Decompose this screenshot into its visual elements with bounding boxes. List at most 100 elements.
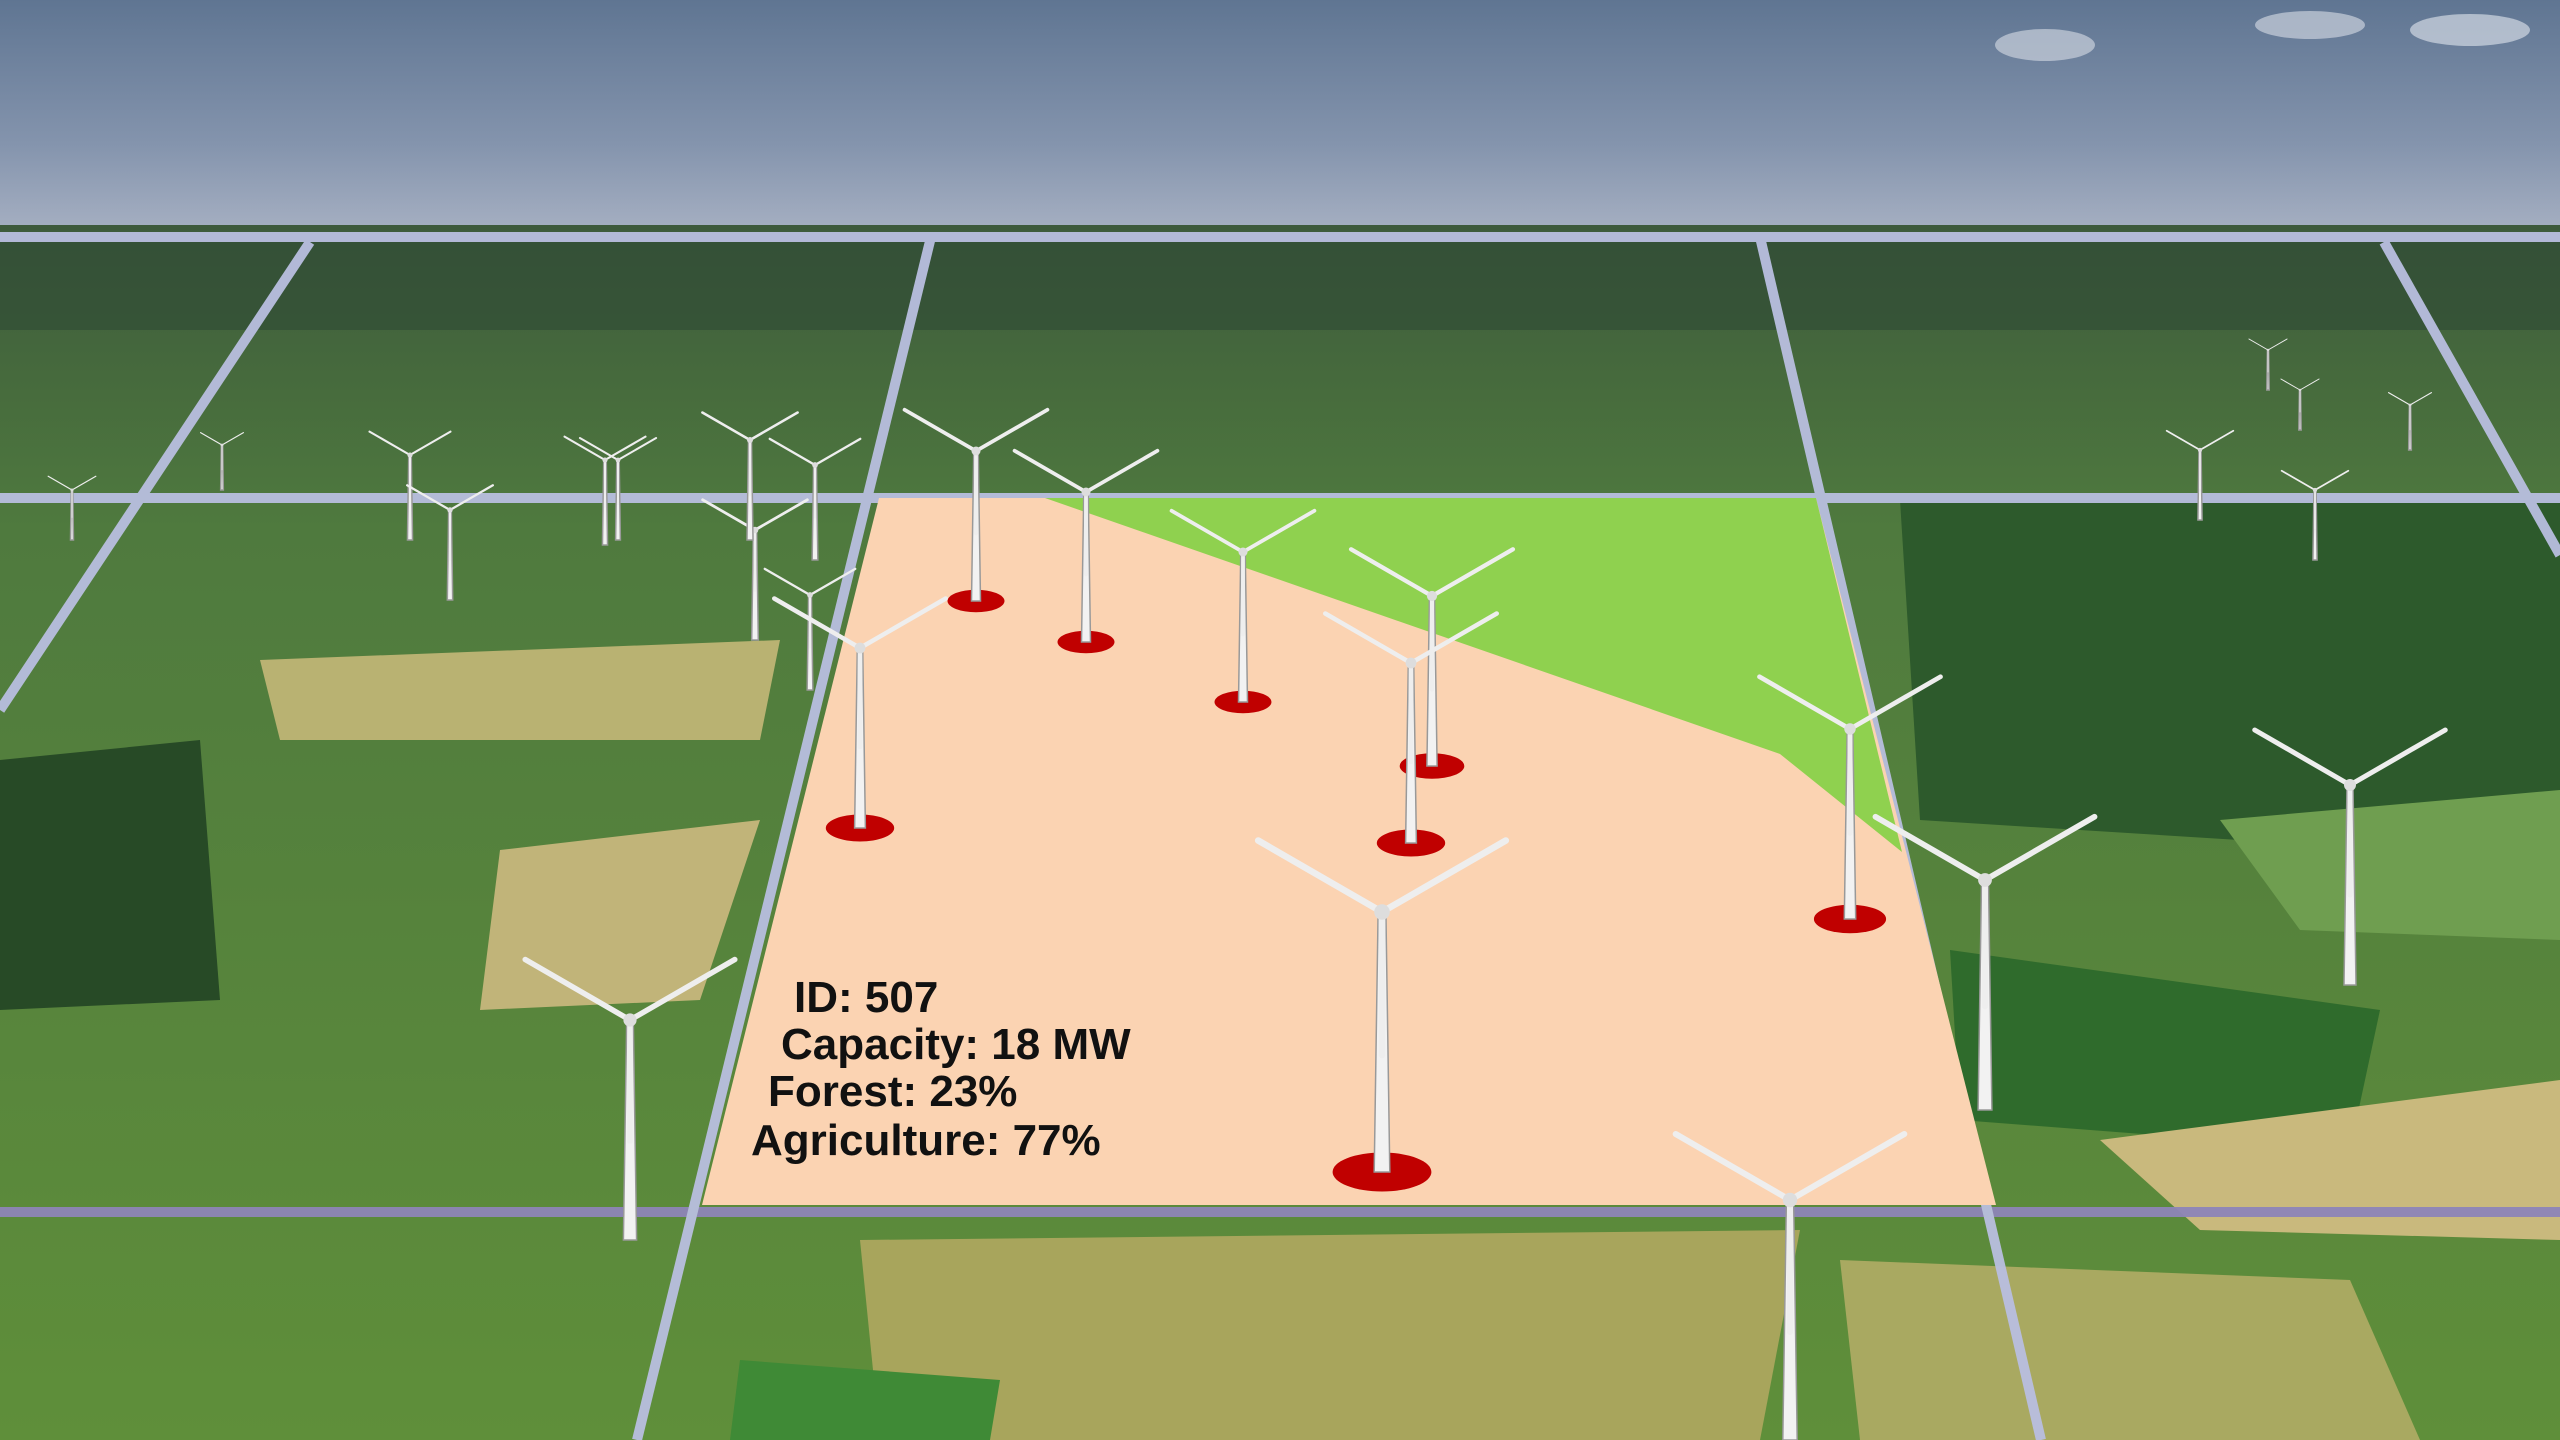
turbine (701, 411, 799, 541)
turbine-blade (221, 432, 244, 446)
turbine (47, 475, 97, 541)
turbine-hub (2298, 388, 2302, 392)
turbine (902, 407, 1050, 613)
turbine (1012, 448, 1160, 654)
turbine (2252, 727, 2448, 986)
forest (0, 740, 220, 1010)
turbine-blade (808, 567, 857, 597)
turbine (522, 956, 738, 1241)
turbine-blade (974, 407, 1050, 453)
turbine-blade (857, 596, 948, 651)
turbine-blade (2299, 378, 2320, 391)
turbine-blade (617, 437, 658, 461)
turbine-hub (623, 1013, 637, 1027)
turbine-blade (627, 956, 738, 1023)
turbine (1872, 813, 2098, 1111)
field (2220, 790, 2560, 940)
turbine (2165, 429, 2235, 521)
sky (0, 0, 2560, 240)
turbine-blade (1672, 1131, 1793, 1203)
turbine (2248, 338, 2288, 391)
turbine-blade (1982, 813, 2098, 883)
field (260, 640, 780, 740)
turbine (2280, 378, 2320, 431)
grid (0, 232, 2560, 1440)
turbine-blade (2347, 727, 2448, 788)
forest-horizon (0, 240, 2560, 330)
turbine-blade (2165, 429, 2201, 451)
turbine-blade (1872, 813, 1988, 883)
turbine-blade (2314, 469, 2350, 491)
turbine-blade (1169, 508, 1245, 554)
turbine-hub (602, 457, 608, 463)
field (1950, 950, 2380, 1150)
turbine-hub (2197, 447, 2203, 453)
turbine-hub (807, 592, 813, 598)
turbine (2388, 392, 2432, 451)
turbine-hub (2266, 348, 2270, 352)
grid-line (632, 235, 936, 1440)
turbine-hub (812, 462, 818, 468)
turbine (768, 437, 862, 561)
turbine-blade (768, 437, 817, 467)
turbine-blade (1429, 547, 1516, 599)
turbine (200, 432, 244, 491)
turbine-blade (406, 484, 452, 512)
turbine-blade (1757, 674, 1853, 732)
turbine (701, 498, 809, 641)
turbine-blade (1348, 547, 1435, 599)
turbine (368, 430, 452, 541)
turbine-blade (47, 475, 73, 491)
cloud (2410, 14, 2530, 46)
turbine-blade (71, 475, 97, 491)
turbine-hub (1782, 1192, 1798, 1208)
turbine-blade (701, 498, 757, 532)
turbine-blade (1323, 611, 1414, 666)
turbine-hub (747, 437, 753, 443)
turbine-blade (368, 430, 412, 457)
turbine-hub (854, 642, 866, 654)
turbine-hub (1081, 487, 1091, 497)
turbine-hub (971, 446, 981, 456)
forest (1900, 500, 2560, 860)
forest-area (1045, 498, 1902, 852)
cell-info: ID: 507 Capacity: 18 MW Forest: 23% Agri… (751, 973, 1131, 1165)
turbine (406, 484, 494, 601)
turbine-blade (2199, 429, 2235, 451)
turbine-blade (2409, 392, 2432, 406)
info-line: Forest: 23% (768, 1067, 1017, 1116)
turbine (1323, 611, 1499, 857)
turbine-hub (70, 488, 74, 492)
turbine (1169, 508, 1317, 714)
turbine-hub (1405, 657, 1417, 669)
turbine (2280, 469, 2350, 561)
turbine-hub (447, 507, 453, 513)
turbine-hub (1238, 547, 1248, 557)
turbine-hub (1426, 590, 1438, 602)
turbine-hub (1374, 904, 1390, 920)
turbine-hub (2408, 403, 2412, 407)
turbine-blade (2280, 469, 2316, 491)
info-line: Agriculture: 77% (751, 1116, 1101, 1165)
turbine-blade (772, 596, 863, 651)
info-line: Capacity: 18 MW (781, 1020, 1131, 1069)
turbine-blade (1787, 1131, 1908, 1203)
turbine-blade (2248, 338, 2269, 351)
turbine (1672, 1131, 1908, 1440)
turbine-blade (753, 498, 809, 532)
info-line: ID: 507 (794, 973, 938, 1022)
turbine-blade (2280, 378, 2301, 391)
turbine-blade (1012, 448, 1088, 494)
turbine (772, 596, 948, 842)
turbine-blade (748, 411, 799, 442)
turbine-hub (2312, 487, 2318, 493)
turbines (47, 338, 2448, 1440)
grid-line (2379, 239, 2560, 558)
grid-line (0, 239, 315, 713)
turbine-hub (407, 452, 413, 458)
turbine-hub (1844, 723, 1856, 735)
turbine-blade (1084, 448, 1160, 494)
turbine-blade (448, 484, 494, 512)
